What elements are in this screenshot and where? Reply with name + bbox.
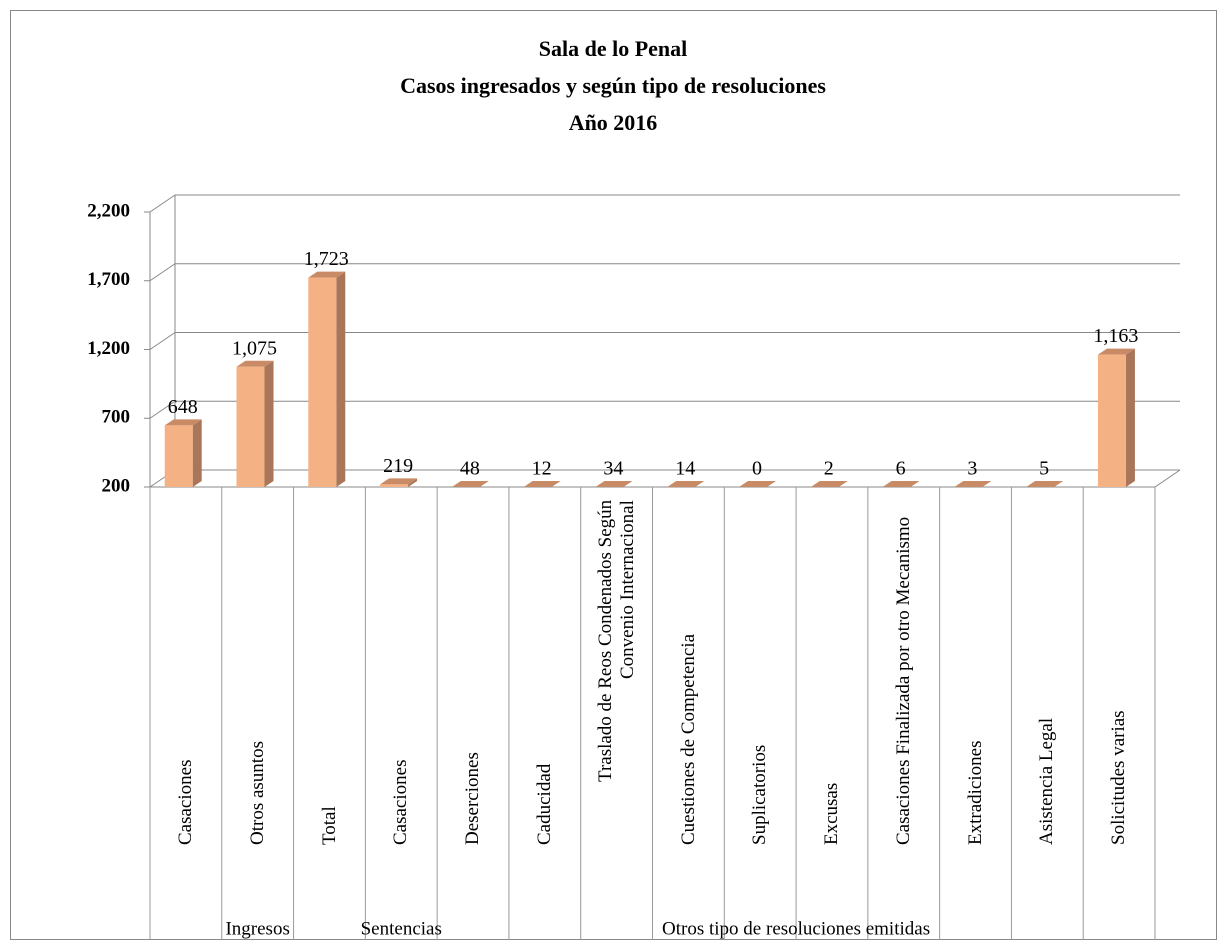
bar-top bbox=[595, 481, 633, 487]
bar-top bbox=[667, 481, 705, 487]
data-label: 12 bbox=[532, 458, 552, 480]
bar-side bbox=[408, 478, 418, 487]
x-tick-label: Casaciones Finalizada por otro Mecanismo bbox=[892, 516, 914, 845]
data-label: 34 bbox=[603, 458, 623, 480]
bar-top bbox=[164, 419, 202, 426]
y-tick-label: 1,700 bbox=[87, 269, 130, 290]
x-tick-label: Otros asuntos bbox=[246, 741, 268, 845]
bar-top bbox=[810, 481, 848, 487]
data-label: 48 bbox=[460, 458, 480, 480]
data-label: 648 bbox=[168, 396, 198, 418]
data-label: 14 bbox=[675, 458, 695, 480]
x-tick-label: Excusas bbox=[820, 782, 842, 845]
grid-line bbox=[149, 194, 176, 213]
data-label: 5 bbox=[1039, 458, 1049, 480]
x-tick-label: Cuestiones de Competencia bbox=[677, 633, 699, 845]
bar-top bbox=[1097, 348, 1135, 355]
bar-top bbox=[236, 360, 274, 367]
x-tick-label: Deserciones bbox=[462, 752, 484, 845]
x-tick-label: Caducidad bbox=[533, 763, 555, 845]
x-tick-label: Traslado de Reos Condenados Según Conven… bbox=[594, 500, 638, 783]
x-tick-label: Asistencia Legal bbox=[1036, 717, 1058, 845]
bar-side bbox=[1125, 348, 1135, 487]
data-label: 1,163 bbox=[1093, 325, 1138, 347]
data-label: 219 bbox=[383, 455, 413, 477]
x-tick-label: Extradiciones bbox=[964, 740, 986, 845]
bar-top bbox=[523, 481, 561, 487]
y-tick-label: 700 bbox=[102, 407, 131, 428]
y-tick-label: 2,200 bbox=[87, 200, 130, 221]
x-tick-label: Suplicatorios bbox=[749, 744, 771, 845]
chart-title: Casos ingresados y según tipo de resoluc… bbox=[400, 73, 826, 98]
data-label: 2 bbox=[824, 458, 834, 480]
x-tick-label: Total bbox=[318, 806, 340, 845]
bar bbox=[380, 484, 409, 487]
grid-line bbox=[149, 332, 176, 350]
chart-title: Sala de lo Penal bbox=[539, 36, 688, 61]
chart-title: Año 2016 bbox=[569, 110, 658, 135]
bar-top bbox=[308, 271, 346, 278]
bar-top bbox=[380, 478, 418, 485]
data-label: 6 bbox=[896, 458, 906, 480]
data-label: 3 bbox=[967, 458, 977, 480]
bar-top bbox=[451, 481, 489, 487]
grid-line bbox=[149, 263, 176, 282]
grid-line bbox=[149, 400, 176, 419]
data-label: 1,075 bbox=[232, 337, 277, 359]
x-tick-label: Solicitudes varias bbox=[1108, 710, 1130, 845]
group-label: Sentencias bbox=[361, 918, 442, 939]
bar bbox=[308, 277, 337, 487]
bar-top bbox=[1026, 481, 1064, 487]
bar bbox=[236, 366, 265, 487]
y-tick-label: 1,200 bbox=[87, 338, 130, 359]
bar-top bbox=[739, 481, 776, 487]
group-label: Ingresos bbox=[225, 918, 289, 939]
bar bbox=[164, 425, 193, 487]
bar-side bbox=[336, 271, 346, 487]
chart-border bbox=[10, 10, 1217, 940]
bar-side bbox=[192, 419, 202, 487]
data-label: 0 bbox=[752, 458, 762, 480]
bar-side bbox=[264, 360, 274, 487]
group-label: Otros tipo de resoluciones emitidas bbox=[662, 918, 930, 939]
x-tick-label: Casaciones bbox=[174, 759, 196, 845]
data-label: 1,723 bbox=[304, 248, 349, 270]
bar-top bbox=[882, 481, 920, 487]
x-tick-label: Casaciones bbox=[390, 759, 412, 845]
bar-top bbox=[954, 481, 992, 487]
bar bbox=[1097, 354, 1126, 487]
y-tick-label: 200 bbox=[102, 475, 131, 496]
